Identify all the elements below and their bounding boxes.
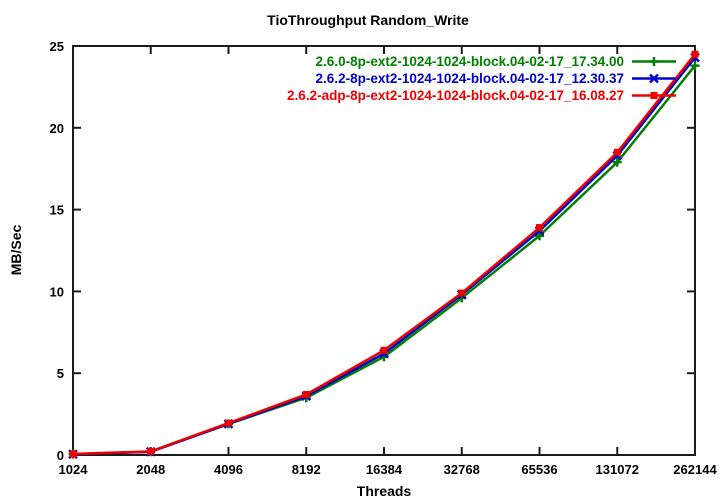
x-tick-label: 262144 [673, 462, 717, 477]
x-tick-label: 1024 [59, 462, 89, 477]
series-line-1 [72, 56, 696, 456]
legend: 2.6.0-8p-ext2-1024-1024-block.04-02-17_1… [287, 53, 678, 104]
data-point-2-5 [458, 289, 466, 297]
legend-sample-line-0 [632, 57, 676, 66]
legend-marker-1 [649, 73, 659, 84]
legend-label-1: 2.6.2-8p-ext2-1024-1024-block.04-02-17_1… [315, 71, 624, 86]
data-point-2-3 [302, 390, 310, 398]
legend-marker-2 [650, 92, 658, 99]
x-tick-label: 4096 [214, 462, 243, 477]
x-tick-label: 8192 [292, 462, 321, 477]
y-tick-label: 15 [50, 203, 64, 218]
x-tick-label: 16384 [366, 462, 403, 477]
data-point-2-4 [380, 346, 388, 354]
data-point-2-1 [147, 447, 155, 455]
legend-entry-1: 2.6.2-8p-ext2-1024-1024-block.04-02-17_1… [287, 70, 678, 87]
legend-sample-line-2 [632, 92, 676, 99]
data-point-0-8 [690, 61, 700, 71]
x-tick-label: 2048 [136, 462, 165, 477]
y-tick-label: 10 [50, 284, 64, 299]
x-tick-label: 131072 [596, 462, 639, 477]
data-point-0-7 [612, 157, 622, 167]
legend-marker-0 [649, 57, 659, 66]
series-line-0 [72, 64, 696, 456]
legend-label-2: 2.6.2-adp-8p-ext2-1024-1024-block.04-02-… [287, 88, 624, 103]
data-point-0-6 [535, 231, 544, 241]
legend-entry-2: 2.6.2-adp-8p-ext2-1024-1024-block.04-02-… [287, 87, 678, 104]
data-point-2-2 [225, 419, 232, 427]
legend-sample-line-1 [632, 73, 676, 84]
legend-entry-0: 2.6.0-8p-ext2-1024-1024-block.04-02-17_1… [287, 53, 678, 70]
y-tick-label: 25 [50, 39, 64, 54]
plot-border [72, 45, 696, 456]
y-tick-label: 5 [57, 366, 64, 381]
data-point-2-0 [69, 450, 77, 458]
data-point-2-8 [691, 50, 699, 58]
data-point-2-6 [536, 224, 543, 232]
series-line-2 [72, 53, 696, 456]
legend-label-0: 2.6.0-8p-ext2-1024-1024-block.04-02-17_1… [315, 54, 624, 69]
x-tick-label: 32768 [444, 462, 480, 477]
x-tick-label: 65536 [521, 462, 557, 477]
data-point-2-7 [613, 148, 621, 156]
y-tick-label: 0 [57, 448, 64, 463]
chart-title: TioThroughput Random_Write [267, 12, 469, 28]
y-tick-label: 20 [50, 121, 64, 136]
x-axis-label: Threads [356, 483, 412, 499]
